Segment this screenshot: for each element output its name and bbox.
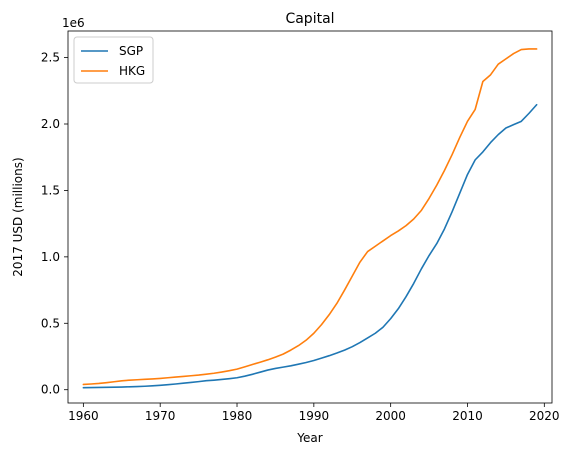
series-line-hkg bbox=[82, 48, 538, 386]
y-offset-label: 1e6 bbox=[62, 16, 85, 30]
y-tick-label: 0.0 bbox=[41, 383, 60, 397]
x-tick-label: 1980 bbox=[222, 409, 253, 423]
y-tick-label: 2.5 bbox=[41, 51, 60, 65]
x-tick-label: 2000 bbox=[375, 409, 406, 423]
x-tick-label: 2010 bbox=[452, 409, 483, 423]
x-tick-label: 2020 bbox=[529, 409, 560, 423]
x-axis-label: Year bbox=[296, 431, 322, 445]
chart-title: Capital bbox=[285, 11, 334, 27]
x-axis: 1960 1970 1980 1990 2000 2010 2020 bbox=[68, 403, 560, 423]
plot-frame bbox=[67, 30, 553, 404]
y-axis: 0.0 0.5 1.0 1.5 2.0 2.5 bbox=[41, 51, 68, 397]
y-tick-label: 1.5 bbox=[41, 183, 60, 197]
x-tick-label: 1990 bbox=[299, 409, 330, 423]
series-line-sgp bbox=[82, 103, 538, 389]
x-tick-label: 1970 bbox=[145, 409, 176, 423]
legend-label-hkg: HKG bbox=[119, 64, 145, 78]
y-tick-label: 2.0 bbox=[41, 117, 60, 131]
y-axis-label: 2017 USD (millions) bbox=[11, 157, 25, 276]
y-tick-label: 0.5 bbox=[41, 316, 60, 330]
legend-label-sgp: SGP bbox=[119, 44, 143, 58]
x-tick-label: 1960 bbox=[68, 409, 99, 423]
y-tick-label: 1.0 bbox=[41, 250, 60, 264]
legend: SGP HKG bbox=[73, 36, 154, 84]
series-layer bbox=[82, 48, 538, 389]
